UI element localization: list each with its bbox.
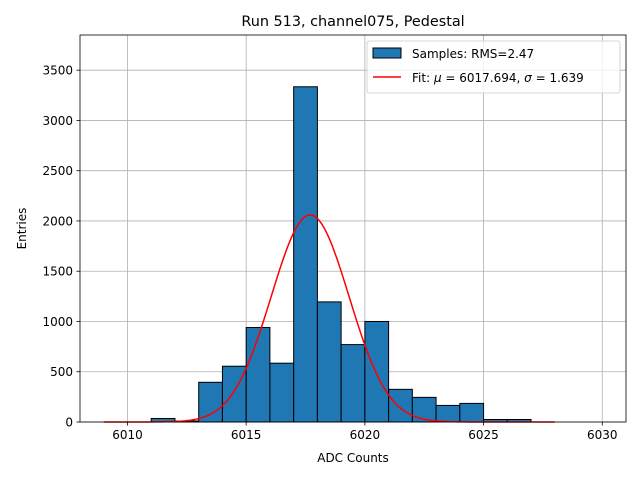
histogram-bar	[198, 381, 223, 423]
x-tick-label: 6025	[468, 428, 499, 442]
legend-fit-sigma-symbol: σ	[524, 71, 532, 85]
axis-ticks: 6010 6015 6020 6025 6030 0 500 1000 1500 2000 2500…	[42, 64, 617, 442]
histogram-bar	[459, 402, 485, 423]
x-tick-label: 6030	[587, 428, 618, 442]
x-tick-label: 6020	[350, 428, 381, 442]
legend-samples-swatch	[372, 47, 402, 59]
y-tick-label: 1500	[42, 265, 73, 279]
x-tick-label: 6015	[231, 428, 262, 442]
histogram-bar	[388, 388, 413, 423]
plot-frame	[79, 34, 627, 423]
y-tick-label: 3000	[42, 114, 73, 128]
histogram-bar	[293, 86, 318, 423]
histogram-bar	[340, 344, 366, 423]
legend-fit-prefix: Fit:	[412, 71, 434, 85]
legend-fit-sigma-value: = 1.639	[532, 71, 584, 85]
x-tick-label: 6010	[112, 428, 143, 442]
histogram-bar	[269, 362, 295, 423]
y-tick-label: 0	[65, 416, 73, 430]
x-axis-label: ADC Counts	[317, 451, 389, 465]
y-tick-label: 2500	[42, 164, 73, 178]
legend: Samples: RMS=2.47 Fit: μ = 6017.694, σ =…	[366, 40, 621, 94]
legend-fit-label: Fit: μ = 6017.694, σ = 1.639	[412, 71, 584, 85]
legend-samples-label: Samples: RMS=2.47	[412, 47, 534, 61]
histogram-bar	[245, 327, 271, 423]
histogram-bar	[316, 301, 342, 423]
y-tick-label: 2000	[42, 214, 73, 228]
histogram-bar	[364, 320, 390, 423]
histogram-bar	[411, 396, 437, 423]
chart-title: Run 513, channel075, Pedestal	[241, 14, 464, 30]
legend-fit-mu-symbol: μ	[433, 71, 442, 85]
grid	[80, 35, 626, 423]
histogram-bar	[435, 404, 461, 423]
y-axis-label: Entries	[15, 208, 29, 250]
legend-box	[366, 40, 621, 94]
histogram-bars	[150, 86, 532, 423]
y-tick-label: 3500	[42, 64, 73, 78]
legend-fit-mu-value: = 6017.694,	[442, 71, 525, 85]
y-tick-label: 1000	[42, 315, 73, 329]
y-tick-label: 500	[50, 365, 73, 379]
